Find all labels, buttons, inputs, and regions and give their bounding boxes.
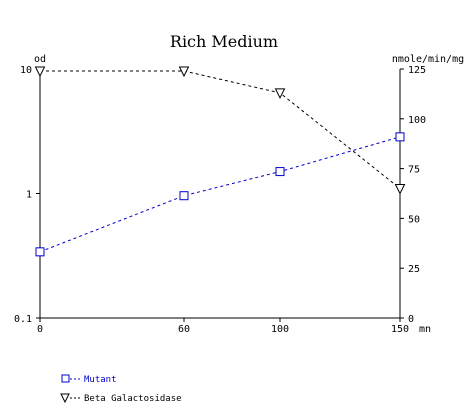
data-point-square bbox=[179, 191, 189, 201]
right-axis-label: nmole/min/mg bbox=[392, 54, 464, 65]
legend-item-beta-galactosidase: Beta Galactosidase bbox=[60, 393, 182, 404]
data-point-triangle bbox=[394, 184, 406, 195]
data-point-square bbox=[35, 247, 45, 257]
legend-item-mutant: Mutant bbox=[61, 374, 117, 385]
right-tick-label: 25 bbox=[408, 264, 420, 275]
legend-triangle-marker-icon bbox=[60, 393, 70, 404]
data-point-square bbox=[395, 132, 405, 142]
right-tick-label: 100 bbox=[408, 115, 426, 126]
right-tick-label: 125 bbox=[408, 65, 426, 76]
chart-title: Rich Medium bbox=[170, 32, 278, 51]
left-tick-label: 0.1 bbox=[14, 314, 32, 325]
data-point-triangle bbox=[178, 66, 190, 78]
right-tick-label: 0 bbox=[408, 314, 414, 325]
right-tick-label: 75 bbox=[408, 165, 420, 176]
data-point-square bbox=[275, 167, 285, 177]
legend: Mutant Beta Galactosidase bbox=[60, 374, 182, 404]
x-tick-label: 100 bbox=[271, 324, 289, 335]
x-tick-label: 150 bbox=[391, 324, 409, 335]
right-tick-label: 50 bbox=[408, 214, 420, 225]
series-line-1 bbox=[40, 70, 401, 189]
data-point-triangle bbox=[274, 88, 286, 100]
legend-mutant-label: Mutant bbox=[84, 375, 117, 385]
legend-square-marker-icon bbox=[61, 374, 70, 383]
x-axis-unit: mn bbox=[419, 324, 431, 335]
series-layer bbox=[34, 66, 406, 257]
left-tick-label: 10 bbox=[20, 65, 32, 76]
legend-beta-label: Beta Galactosidase bbox=[84, 394, 182, 404]
left-tick-label: 1 bbox=[26, 190, 32, 201]
left-axis-label: od bbox=[34, 54, 46, 65]
x-tick-label: 0 bbox=[37, 324, 43, 335]
data-point-triangle bbox=[34, 66, 46, 78]
series-line-0 bbox=[39, 136, 401, 253]
x-tick-label: 60 bbox=[178, 324, 190, 335]
